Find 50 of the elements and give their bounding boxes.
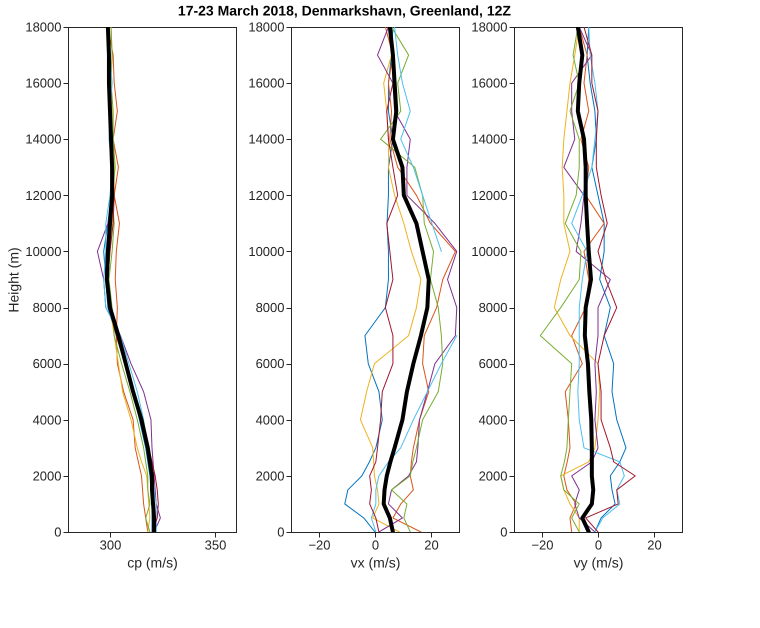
y-tick-label: 8000 (32, 300, 62, 316)
x-tick-label: 300 (100, 538, 122, 552)
y-tick-label: 14000 (471, 132, 508, 147)
x-tick-label: 0 (594, 538, 602, 552)
y-tick-label: 14000 (25, 132, 62, 147)
line-series (586, 27, 626, 532)
line-series (380, 27, 444, 532)
x-tick-label: 20 (424, 538, 439, 552)
y-tick-label: 0 (277, 524, 284, 540)
y-tick-label: 12000 (248, 188, 284, 203)
y-tick-label: 4000 (256, 412, 284, 428)
y-tick-label: 0 (500, 524, 508, 540)
y-tick-label: 6000 (32, 356, 62, 372)
y-tick-label: 2000 (32, 468, 62, 484)
x-axis-title: cp (m/s) (127, 554, 178, 570)
y-tick-label: 6000 (256, 356, 284, 372)
line-series (584, 27, 636, 532)
x-tick-label: −20 (531, 538, 554, 552)
y-tick-label: 16000 (248, 76, 284, 91)
y-tick-label: 16000 (471, 76, 508, 91)
y-tick-label: 14000 (248, 132, 284, 147)
y-tick-label: 18000 (471, 20, 508, 34)
y-tick-label: 18000 (248, 20, 284, 34)
y-tick-label: 8000 (478, 300, 508, 316)
y-tick-label: 10000 (25, 244, 62, 259)
y-tick-label: 0 (54, 524, 62, 540)
y-tick-label: 18000 (25, 20, 62, 34)
line-series (571, 27, 625, 532)
y-tick-label: 2000 (478, 468, 508, 484)
y-tick-label: 4000 (478, 412, 508, 428)
chart-title: 17-23 March 2018, Denmarkshavn, Greenland, 12Z (178, 2, 512, 18)
y-tick-label: 6000 (478, 356, 508, 372)
y-axis-title: Height (m) (5, 247, 22, 313)
line-series (382, 27, 431, 532)
y-tick-label: 2000 (256, 468, 284, 484)
x-tick-label: −20 (308, 538, 331, 552)
y-tick-label: 12000 (25, 188, 62, 203)
x-tick-label: 20 (647, 538, 662, 552)
y-tick-label: 12000 (471, 188, 508, 203)
y-tick-label: 16000 (25, 76, 62, 91)
x-axis-title: vy (m/s) (574, 554, 624, 570)
x-tick-label: 350 (204, 538, 226, 552)
x-tick-label: 0 (372, 538, 380, 552)
line-series (576, 27, 596, 532)
line-series (344, 27, 394, 532)
y-tick-label: 4000 (32, 412, 62, 428)
y-tick-label: 8000 (256, 300, 284, 316)
y-tick-label: 10000 (471, 244, 508, 259)
x-axis-title: vx (m/s) (350, 554, 400, 570)
y-tick-label: 10000 (248, 244, 284, 259)
